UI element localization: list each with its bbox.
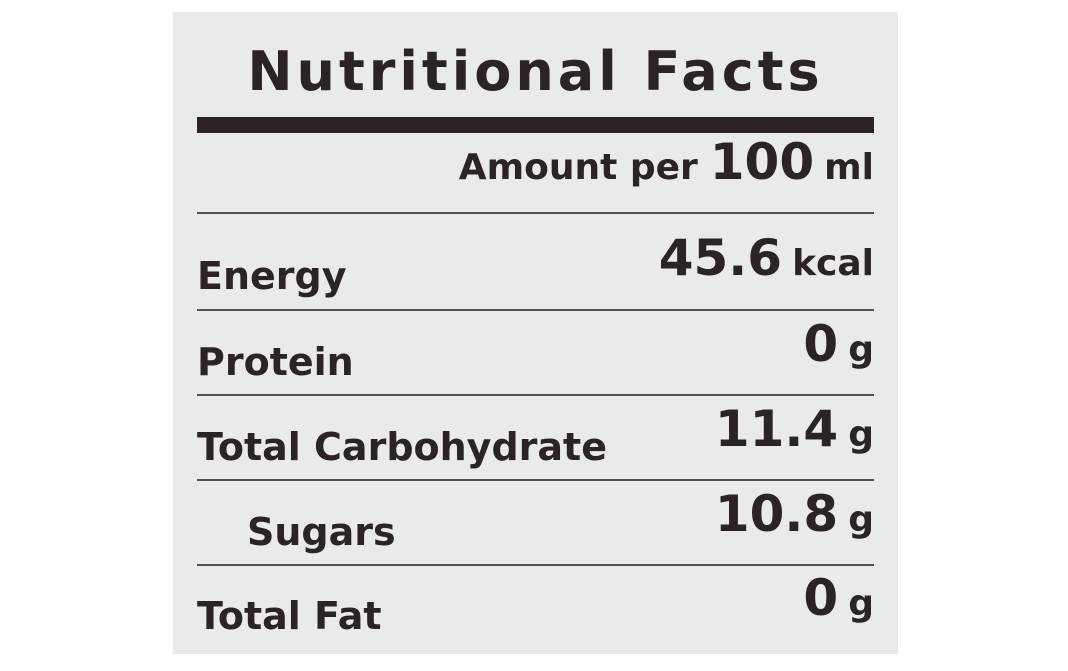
row-divider — [197, 479, 874, 481]
nutrient-value: 0 — [803, 569, 839, 627]
row-divider — [197, 564, 874, 566]
nutrient-amount: 11.4 g — [715, 401, 874, 469]
nutrient-unit: g — [848, 414, 874, 455]
nutrient-name: Total Carbohydrate — [197, 425, 607, 469]
nutrient-value: 45.6 — [658, 229, 783, 287]
serving-unit: ml — [824, 147, 874, 188]
serving-prefix: Amount per — [458, 147, 698, 188]
nutrient-unit: g — [848, 329, 874, 370]
nutrient-row-sugars: Sugars 10.8 g — [197, 486, 874, 564]
nutrient-name: Sugars — [247, 510, 396, 554]
serving-value: 100 — [709, 133, 815, 191]
serving-size: Amount per 100 ml — [459, 134, 874, 202]
row-divider — [197, 394, 874, 396]
label-title: Nutritional Facts — [247, 40, 824, 103]
nutrition-facts-label: Nutritional Facts Amount per 100 ml Energy… — [173, 12, 898, 654]
nutrient-unit: g — [848, 499, 874, 540]
nutrient-row-energy: Energy 45.6 kcal — [197, 230, 874, 308]
nutrient-name: Total Fat — [197, 594, 382, 638]
nutrient-name: Energy — [197, 254, 347, 298]
nutrient-unit: kcal — [792, 243, 874, 284]
nutrient-unit: g — [848, 583, 874, 624]
nutrient-value: 0 — [803, 315, 839, 373]
nutrient-row-total-carbohydrate: Total Carbohydrate 11.4 g — [197, 401, 874, 479]
title-divider — [197, 117, 874, 133]
nutrient-amount: 10.8 g — [715, 486, 874, 554]
nutrient-name: Protein — [197, 340, 354, 384]
nutrient-value: 11.4 — [714, 400, 839, 458]
serving-size-row: Amount per 100 ml — [197, 134, 874, 212]
row-divider — [197, 309, 874, 311]
nutrient-value: 10.8 — [714, 485, 839, 543]
row-divider — [197, 212, 874, 214]
nutrient-amount: 45.6 kcal — [659, 230, 874, 298]
